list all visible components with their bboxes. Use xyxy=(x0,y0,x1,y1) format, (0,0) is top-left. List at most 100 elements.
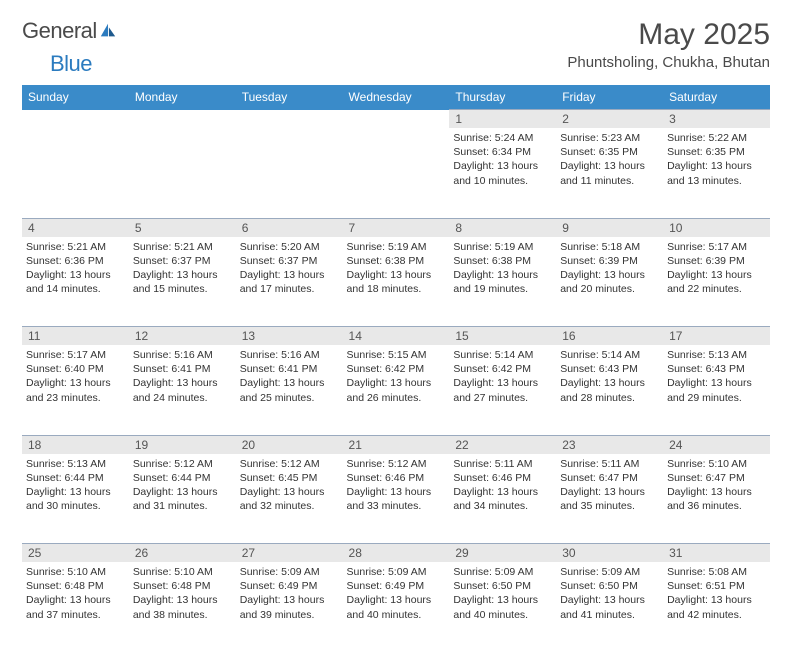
day-number: 9 xyxy=(556,218,663,237)
day-number: 31 xyxy=(663,544,770,563)
day-number: 16 xyxy=(556,327,663,346)
calendar-cell: Sunrise: 5:20 AMSunset: 6:37 PMDaylight:… xyxy=(236,237,343,327)
cell-details: Sunrise: 5:19 AMSunset: 6:38 PMDaylight:… xyxy=(347,240,446,297)
calendar-cell: Sunrise: 5:09 AMSunset: 6:50 PMDaylight:… xyxy=(449,562,556,652)
day-number: 5 xyxy=(129,218,236,237)
cell-details: Sunrise: 5:09 AMSunset: 6:50 PMDaylight:… xyxy=(560,565,659,622)
calendar-cell: Sunrise: 5:11 AMSunset: 6:47 PMDaylight:… xyxy=(556,454,663,544)
cell-details: Sunrise: 5:11 AMSunset: 6:47 PMDaylight:… xyxy=(560,457,659,514)
daynum-row: 11121314151617 xyxy=(22,327,770,346)
day-number: 27 xyxy=(236,544,343,563)
calendar-cell: Sunrise: 5:22 AMSunset: 6:35 PMDaylight:… xyxy=(663,128,770,218)
logo-text-1: General xyxy=(22,18,97,44)
cell-details: Sunrise: 5:17 AMSunset: 6:40 PMDaylight:… xyxy=(26,348,125,405)
cell-details: Sunrise: 5:09 AMSunset: 6:49 PMDaylight:… xyxy=(240,565,339,622)
calendar-cell: Sunrise: 5:09 AMSunset: 6:49 PMDaylight:… xyxy=(343,562,450,652)
logo: General xyxy=(22,18,119,44)
calendar-cell xyxy=(236,128,343,218)
day-number xyxy=(22,110,129,129)
calendar-cell: Sunrise: 5:11 AMSunset: 6:46 PMDaylight:… xyxy=(449,454,556,544)
day-number: 22 xyxy=(449,435,556,454)
calendar-cell: Sunrise: 5:09 AMSunset: 6:49 PMDaylight:… xyxy=(236,562,343,652)
cell-details: Sunrise: 5:16 AMSunset: 6:41 PMDaylight:… xyxy=(240,348,339,405)
calendar-cell: Sunrise: 5:16 AMSunset: 6:41 PMDaylight:… xyxy=(236,345,343,435)
logo-line2: Blue xyxy=(22,51,770,77)
dow-wednesday: Wednesday xyxy=(343,85,450,110)
calendar-table: Sunday Monday Tuesday Wednesday Thursday… xyxy=(22,85,770,652)
calendar-body: 123Sunrise: 5:24 AMSunset: 6:34 PMDaylig… xyxy=(22,110,770,652)
cell-details: Sunrise: 5:13 AMSunset: 6:43 PMDaylight:… xyxy=(667,348,766,405)
cell-details: Sunrise: 5:19 AMSunset: 6:38 PMDaylight:… xyxy=(453,240,552,297)
month-title: May 2025 xyxy=(567,18,770,52)
dow-thursday: Thursday xyxy=(449,85,556,110)
day-number: 19 xyxy=(129,435,236,454)
dow-monday: Monday xyxy=(129,85,236,110)
cell-details: Sunrise: 5:09 AMSunset: 6:50 PMDaylight:… xyxy=(453,565,552,622)
cell-details: Sunrise: 5:10 AMSunset: 6:48 PMDaylight:… xyxy=(133,565,232,622)
dow-friday: Friday xyxy=(556,85,663,110)
day-number xyxy=(129,110,236,129)
cell-details: Sunrise: 5:13 AMSunset: 6:44 PMDaylight:… xyxy=(26,457,125,514)
cell-details: Sunrise: 5:18 AMSunset: 6:39 PMDaylight:… xyxy=(560,240,659,297)
week-row: Sunrise: 5:21 AMSunset: 6:36 PMDaylight:… xyxy=(22,237,770,327)
cell-details: Sunrise: 5:14 AMSunset: 6:42 PMDaylight:… xyxy=(453,348,552,405)
calendar-cell: Sunrise: 5:14 AMSunset: 6:42 PMDaylight:… xyxy=(449,345,556,435)
week-row: Sunrise: 5:10 AMSunset: 6:48 PMDaylight:… xyxy=(22,562,770,652)
day-number: 4 xyxy=(22,218,129,237)
day-number: 8 xyxy=(449,218,556,237)
daynum-row: 45678910 xyxy=(22,218,770,237)
day-number xyxy=(343,110,450,129)
calendar-cell xyxy=(22,128,129,218)
cell-details: Sunrise: 5:17 AMSunset: 6:39 PMDaylight:… xyxy=(667,240,766,297)
day-number xyxy=(236,110,343,129)
calendar-cell: Sunrise: 5:12 AMSunset: 6:45 PMDaylight:… xyxy=(236,454,343,544)
day-number: 21 xyxy=(343,435,450,454)
cell-details: Sunrise: 5:12 AMSunset: 6:45 PMDaylight:… xyxy=(240,457,339,514)
calendar-cell: Sunrise: 5:09 AMSunset: 6:50 PMDaylight:… xyxy=(556,562,663,652)
week-row: Sunrise: 5:24 AMSunset: 6:34 PMDaylight:… xyxy=(22,128,770,218)
dow-tuesday: Tuesday xyxy=(236,85,343,110)
dow-sunday: Sunday xyxy=(22,85,129,110)
cell-details: Sunrise: 5:11 AMSunset: 6:46 PMDaylight:… xyxy=(453,457,552,514)
daynum-row: 123 xyxy=(22,110,770,129)
calendar-cell: Sunrise: 5:19 AMSunset: 6:38 PMDaylight:… xyxy=(343,237,450,327)
calendar-cell: Sunrise: 5:08 AMSunset: 6:51 PMDaylight:… xyxy=(663,562,770,652)
day-number: 23 xyxy=(556,435,663,454)
calendar-cell: Sunrise: 5:17 AMSunset: 6:39 PMDaylight:… xyxy=(663,237,770,327)
calendar-cell: Sunrise: 5:13 AMSunset: 6:43 PMDaylight:… xyxy=(663,345,770,435)
day-number: 12 xyxy=(129,327,236,346)
day-number: 14 xyxy=(343,327,450,346)
day-number: 2 xyxy=(556,110,663,129)
day-of-week-row: Sunday Monday Tuesday Wednesday Thursday… xyxy=(22,85,770,110)
calendar-cell: Sunrise: 5:16 AMSunset: 6:41 PMDaylight:… xyxy=(129,345,236,435)
logo-text-2: Blue xyxy=(50,51,92,76)
cell-details: Sunrise: 5:24 AMSunset: 6:34 PMDaylight:… xyxy=(453,131,552,188)
calendar-cell xyxy=(129,128,236,218)
calendar-cell: Sunrise: 5:24 AMSunset: 6:34 PMDaylight:… xyxy=(449,128,556,218)
cell-details: Sunrise: 5:09 AMSunset: 6:49 PMDaylight:… xyxy=(347,565,446,622)
day-number: 30 xyxy=(556,544,663,563)
day-number: 26 xyxy=(129,544,236,563)
day-number: 13 xyxy=(236,327,343,346)
cell-details: Sunrise: 5:14 AMSunset: 6:43 PMDaylight:… xyxy=(560,348,659,405)
calendar-cell: Sunrise: 5:17 AMSunset: 6:40 PMDaylight:… xyxy=(22,345,129,435)
cell-details: Sunrise: 5:22 AMSunset: 6:35 PMDaylight:… xyxy=(667,131,766,188)
sail-icon xyxy=(99,22,117,40)
daynum-row: 25262728293031 xyxy=(22,544,770,563)
calendar-cell xyxy=(343,128,450,218)
calendar-cell: Sunrise: 5:13 AMSunset: 6:44 PMDaylight:… xyxy=(22,454,129,544)
day-number: 20 xyxy=(236,435,343,454)
cell-details: Sunrise: 5:12 AMSunset: 6:46 PMDaylight:… xyxy=(347,457,446,514)
calendar-cell: Sunrise: 5:12 AMSunset: 6:44 PMDaylight:… xyxy=(129,454,236,544)
day-number: 17 xyxy=(663,327,770,346)
calendar-cell: Sunrise: 5:21 AMSunset: 6:37 PMDaylight:… xyxy=(129,237,236,327)
calendar-cell: Sunrise: 5:18 AMSunset: 6:39 PMDaylight:… xyxy=(556,237,663,327)
cell-details: Sunrise: 5:10 AMSunset: 6:47 PMDaylight:… xyxy=(667,457,766,514)
calendar-cell: Sunrise: 5:10 AMSunset: 6:47 PMDaylight:… xyxy=(663,454,770,544)
day-number: 7 xyxy=(343,218,450,237)
day-number: 24 xyxy=(663,435,770,454)
dow-saturday: Saturday xyxy=(663,85,770,110)
calendar-cell: Sunrise: 5:14 AMSunset: 6:43 PMDaylight:… xyxy=(556,345,663,435)
day-number: 1 xyxy=(449,110,556,129)
week-row: Sunrise: 5:13 AMSunset: 6:44 PMDaylight:… xyxy=(22,454,770,544)
